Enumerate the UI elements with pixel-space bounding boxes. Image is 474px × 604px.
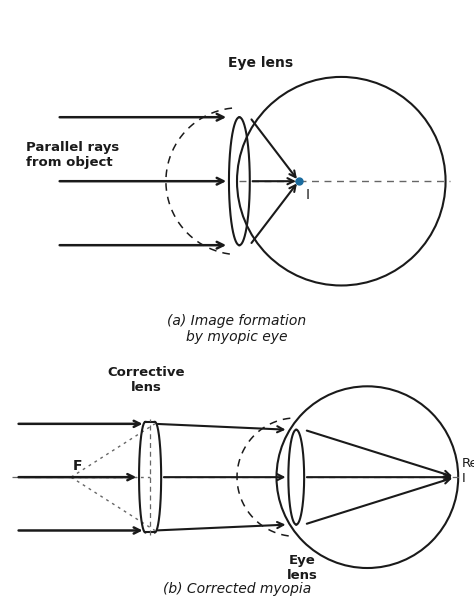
Text: I: I <box>306 188 310 202</box>
Text: Retina
I: Retina I <box>462 457 474 485</box>
Text: (a) Image formation
by myopic eye: (a) Image formation by myopic eye <box>167 314 307 344</box>
Text: Corrective
lens: Corrective lens <box>108 366 185 394</box>
Text: Parallel rays
from object: Parallel rays from object <box>26 141 119 169</box>
Text: (b) Corrected myopia: (b) Corrected myopia <box>163 582 311 596</box>
Text: F: F <box>73 459 82 473</box>
Text: Eye lens: Eye lens <box>228 56 293 70</box>
Text: Eye
lens: Eye lens <box>287 554 318 582</box>
